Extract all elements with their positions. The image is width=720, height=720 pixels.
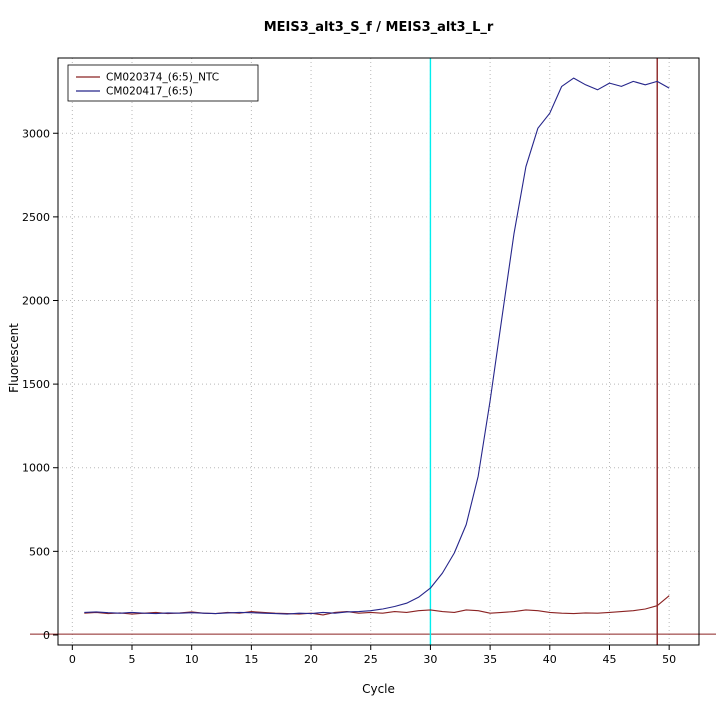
y-tick-label: 1500 [22, 378, 50, 391]
y-tick-label: 0 [43, 629, 50, 642]
x-axis-label: Cycle [362, 682, 395, 696]
x-tick-label: 25 [364, 653, 378, 666]
x-tick-label: 0 [69, 653, 76, 666]
x-tick-label: 10 [185, 653, 199, 666]
series-line-1 [84, 77, 670, 615]
y-tick-label: 1000 [22, 462, 50, 475]
y-tick-label: 2000 [22, 294, 50, 307]
x-tick-label: 30 [423, 653, 437, 666]
legend-box [67, 64, 259, 102]
legend-entry-label: CM020374_(6:5)_NTC [106, 72, 219, 84]
x-tick-label: 20 [304, 653, 318, 666]
y-tick-label: 500 [29, 545, 50, 558]
legend-entry-label: CM020417_(6:5) [106, 86, 193, 98]
x-tick-label: 15 [244, 653, 258, 666]
y-tick-label: 3000 [22, 127, 50, 140]
x-tick-label: 50 [662, 653, 676, 666]
x-tick-label: 45 [602, 653, 616, 666]
chart-title: MEIS3_alt3_S_f / MEIS3_alt3_L_r [263, 20, 494, 35]
x-tick-label: 35 [483, 653, 497, 666]
x-tick-label: 5 [129, 653, 136, 666]
x-tick-label: 40 [543, 653, 557, 666]
series-line-0 [84, 595, 670, 616]
plot-border [57, 57, 700, 646]
y-tick-label: 2500 [22, 211, 50, 224]
